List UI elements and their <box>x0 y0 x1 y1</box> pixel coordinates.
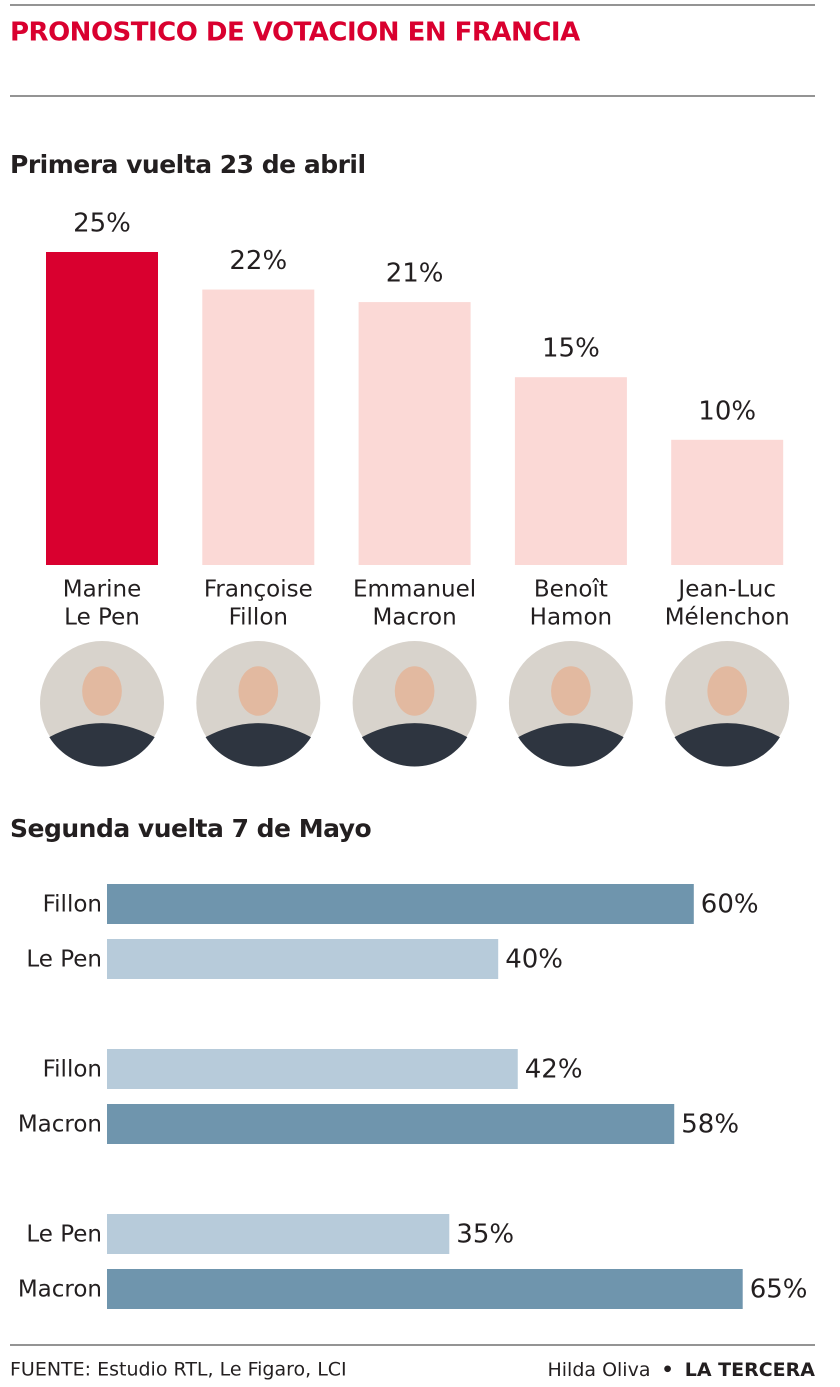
photo-head <box>707 666 748 716</box>
chart-subtitle: Primera vuelta 23 de abril <box>10 150 366 179</box>
category-label: Macron <box>373 605 457 631</box>
bar <box>107 1214 450 1254</box>
source: FUENTE: Estudio RTL, Le Figaro, LCI <box>10 1359 347 1381</box>
credit-separator: • <box>662 1359 674 1381</box>
photo-shoulders <box>361 723 468 767</box>
photo-shoulders <box>674 723 780 767</box>
category-label: Fillon <box>43 892 102 918</box>
category-label: Benoît <box>534 577 608 603</box>
value-label: 10% <box>698 396 756 426</box>
category-label: Fillon <box>229 605 288 631</box>
photo-head <box>394 666 435 716</box>
photo-shoulders <box>49 723 155 767</box>
page-title: PRONOSTICO DE VOTACION EN FRANCIA <box>10 18 580 48</box>
category-label: Mélenchon <box>665 605 790 631</box>
value-label: 35% <box>456 1220 514 1250</box>
value-label: 25% <box>73 209 131 239</box>
category-label: Françoise <box>204 577 313 603</box>
credit-author: Hilda Oliva <box>547 1359 650 1381</box>
category-label: Jean-Luc <box>676 577 776 603</box>
candidate-photo <box>508 641 633 767</box>
bar <box>202 289 315 565</box>
photo-head <box>551 666 591 716</box>
category-label: Le Pen <box>26 1222 102 1248</box>
bar <box>514 377 627 565</box>
value-label: 22% <box>229 246 287 276</box>
value-label: 21% <box>386 259 444 289</box>
bar <box>107 1049 518 1089</box>
photo-shoulders <box>205 723 311 767</box>
bar <box>358 302 471 565</box>
category-label: Macron <box>18 1277 102 1303</box>
value-label: 60% <box>701 890 759 920</box>
category-label: Le Pen <box>64 605 140 631</box>
photo-head <box>82 666 122 716</box>
value-label: 42% <box>525 1055 583 1085</box>
category-label: Le Pen <box>26 947 102 973</box>
category-label: Marine <box>63 577 142 603</box>
bar <box>671 439 784 565</box>
chart-subtitle: Segunda vuelta 7 de Mayo <box>10 814 371 843</box>
candidate-photo <box>40 641 164 767</box>
value-label: 15% <box>542 334 600 364</box>
value-label: 40% <box>505 945 563 975</box>
category-label: Hamon <box>530 605 612 631</box>
bar <box>107 1269 743 1309</box>
credit-outlet: LA TERCERA <box>685 1359 816 1381</box>
bar <box>107 884 694 924</box>
category-label: Fillon <box>43 1057 102 1083</box>
value-label: 58% <box>681 1110 739 1140</box>
category-label: Macron <box>18 1112 102 1138</box>
value-label: 65% <box>750 1275 808 1305</box>
credit: Hilda Oliva • LA TERCERA <box>547 1359 815 1381</box>
bar <box>107 939 499 979</box>
bar <box>46 252 158 565</box>
photo-head <box>238 666 279 716</box>
candidate-photo <box>665 641 790 767</box>
photo-shoulders <box>518 723 624 767</box>
bar <box>107 1104 675 1144</box>
category-label: Emmanuel <box>353 577 476 603</box>
candidate-photo <box>196 641 321 767</box>
candidate-photo <box>352 641 477 767</box>
